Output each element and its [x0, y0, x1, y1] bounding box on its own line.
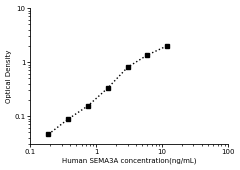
Y-axis label: Optical Density: Optical Density: [6, 49, 12, 103]
X-axis label: Human SEMA3A concentration(ng/mL): Human SEMA3A concentration(ng/mL): [62, 158, 196, 164]
